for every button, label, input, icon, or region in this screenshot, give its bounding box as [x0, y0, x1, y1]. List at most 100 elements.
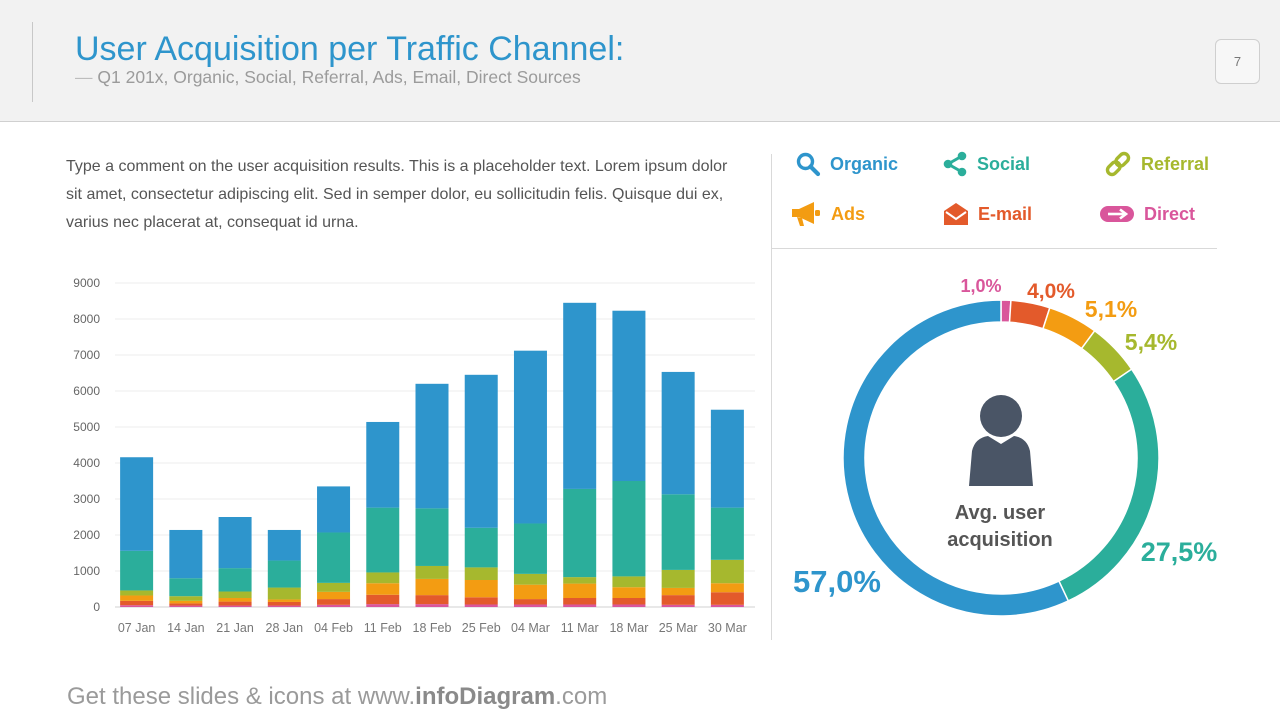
bar-segment-ads — [317, 591, 351, 600]
bar-segment-ads — [267, 599, 301, 602]
bar-segment-organic — [612, 310, 646, 481]
bar-segment-direct — [710, 604, 744, 607]
bar-segment-direct — [661, 604, 695, 607]
donut-label-social: 27,5% — [1141, 537, 1218, 567]
y-tick-label: 4000 — [73, 456, 100, 470]
subtitle-dash: — — [75, 67, 93, 87]
bar-segment-social — [415, 508, 449, 566]
legend-item-direct: Direct — [1099, 199, 1195, 229]
search-icon — [796, 152, 821, 177]
legend-item-organic: Organic — [795, 149, 898, 179]
bar-segment-ads — [464, 580, 498, 598]
bar-segment-social — [513, 523, 547, 574]
bar-segment-organic — [366, 421, 400, 508]
link-icon — [1105, 151, 1131, 177]
x-tick-label: 25 Mar — [659, 621, 698, 635]
legend-item-ads: Ads — [790, 199, 865, 229]
y-tick-label: 0 — [93, 600, 100, 614]
x-tick-label: 25 Feb — [462, 621, 501, 635]
bar-segment-referral — [513, 573, 547, 585]
bar-segment-email — [513, 599, 547, 605]
x-tick-label: 07 Jan — [118, 621, 156, 635]
bar-segment-ads — [612, 587, 646, 598]
donut-slice-organic — [842, 299, 1070, 617]
bar-segment-direct — [612, 604, 646, 607]
legend-label-referral: Referral — [1141, 153, 1210, 174]
bar-segment-email — [120, 600, 154, 606]
bar-segment-email — [563, 598, 597, 605]
x-tick-label: 18 Mar — [609, 621, 648, 635]
bar-segment-direct — [513, 604, 547, 607]
y-tick-label: 5000 — [73, 420, 100, 434]
bar-segment-referral — [120, 590, 154, 596]
bar-segment-ads — [169, 600, 203, 604]
bar-segment-referral — [464, 567, 498, 580]
bar-segment-direct — [415, 604, 449, 607]
y-tick-label: 3000 — [73, 492, 100, 506]
donut-chart: 1,0% 4,0% 5,1% 5,4% 27,5% 57,0% Avg. user acq… — [793, 276, 1218, 617]
bar-segment-organic — [120, 457, 154, 551]
bar-segment-organic — [415, 383, 449, 509]
bar-segment-email — [415, 595, 449, 605]
vertical-divider — [771, 154, 772, 640]
x-tick-label: 04 Feb — [314, 621, 353, 635]
bar-segment-social — [120, 550, 154, 591]
legend-label-organic: Organic — [830, 153, 899, 174]
donut-center-label-line2: acquisition — [947, 529, 1053, 551]
bar-segment-referral — [710, 559, 744, 584]
donut-label-direct: 1,0% — [960, 276, 1001, 296]
bar-segment-direct — [169, 605, 203, 607]
legend-item-email: E-mail — [943, 199, 1032, 229]
bar-segment-email — [661, 595, 695, 605]
bar-segment-organic — [317, 486, 351, 533]
arrow-toggle-icon — [1100, 206, 1134, 222]
bar-segment-social — [317, 532, 351, 583]
bar-segment-organic — [563, 302, 597, 489]
bar-segment-direct — [267, 605, 301, 607]
legend-label-direct: Direct — [1144, 203, 1196, 224]
bar-segment-social — [366, 507, 400, 573]
page-title: User Acquisition per Traffic Channel: — [75, 30, 625, 68]
bar-segment-organic — [513, 350, 547, 524]
page-number: 7 — [1215, 39, 1260, 84]
bar-segment-referral — [366, 572, 400, 584]
legend-item-social: Social — [942, 149, 1030, 179]
bar-segment-referral — [661, 569, 695, 588]
bar-segment-referral — [563, 577, 597, 584]
bar-segment-organic — [267, 529, 301, 561]
bar-segment-direct — [120, 605, 154, 607]
share-icon — [943, 151, 967, 177]
donut-label-email: 4,0% — [1027, 280, 1075, 303]
bar-segment-email — [218, 601, 252, 606]
footer-brand: infoDiagram — [415, 683, 556, 710]
user-avatar-icon — [969, 395, 1033, 486]
footer-suffix: .com — [555, 683, 608, 710]
bar-segment-email — [169, 603, 203, 606]
subtitle-text: Q1 201x, Organic, Social, Referral, Ads,… — [97, 67, 581, 87]
footer-prefix: Get these slides & icons at www. — [67, 683, 416, 710]
bar-segment-ads — [513, 584, 547, 600]
bar-segment-organic — [710, 409, 744, 508]
y-tick-label: 9000 — [73, 276, 100, 290]
bar-segment-direct — [464, 604, 498, 607]
bar-segment-ads — [415, 578, 449, 596]
x-tick-label: 30 Mar — [708, 621, 747, 635]
bar-segment-ads — [563, 583, 597, 598]
y-tick-label: 7000 — [73, 348, 100, 362]
page-subtitle: — Q1 201x, Organic, Social, Referral, Ad… — [75, 67, 581, 88]
bar-segment-social — [169, 578, 203, 597]
bar-segment-social — [267, 560, 301, 588]
legend-item-referral: Referral — [1104, 149, 1209, 179]
bar-segment-organic — [464, 374, 498, 528]
donut-label-organic: 57,0% — [793, 564, 881, 599]
bar-segment-social — [612, 481, 646, 577]
bar-segment-email — [317, 599, 351, 605]
bar-segment-social — [661, 494, 695, 570]
y-tick-label: 1000 — [73, 564, 100, 578]
bar-segment-ads — [218, 598, 252, 602]
horizontal-divider — [771, 248, 1217, 249]
bar-segment-referral — [317, 582, 351, 592]
x-tick-label: 11 Feb — [364, 621, 402, 635]
bar-segment-referral — [169, 596, 203, 601]
bar-segment-ads — [120, 595, 154, 601]
